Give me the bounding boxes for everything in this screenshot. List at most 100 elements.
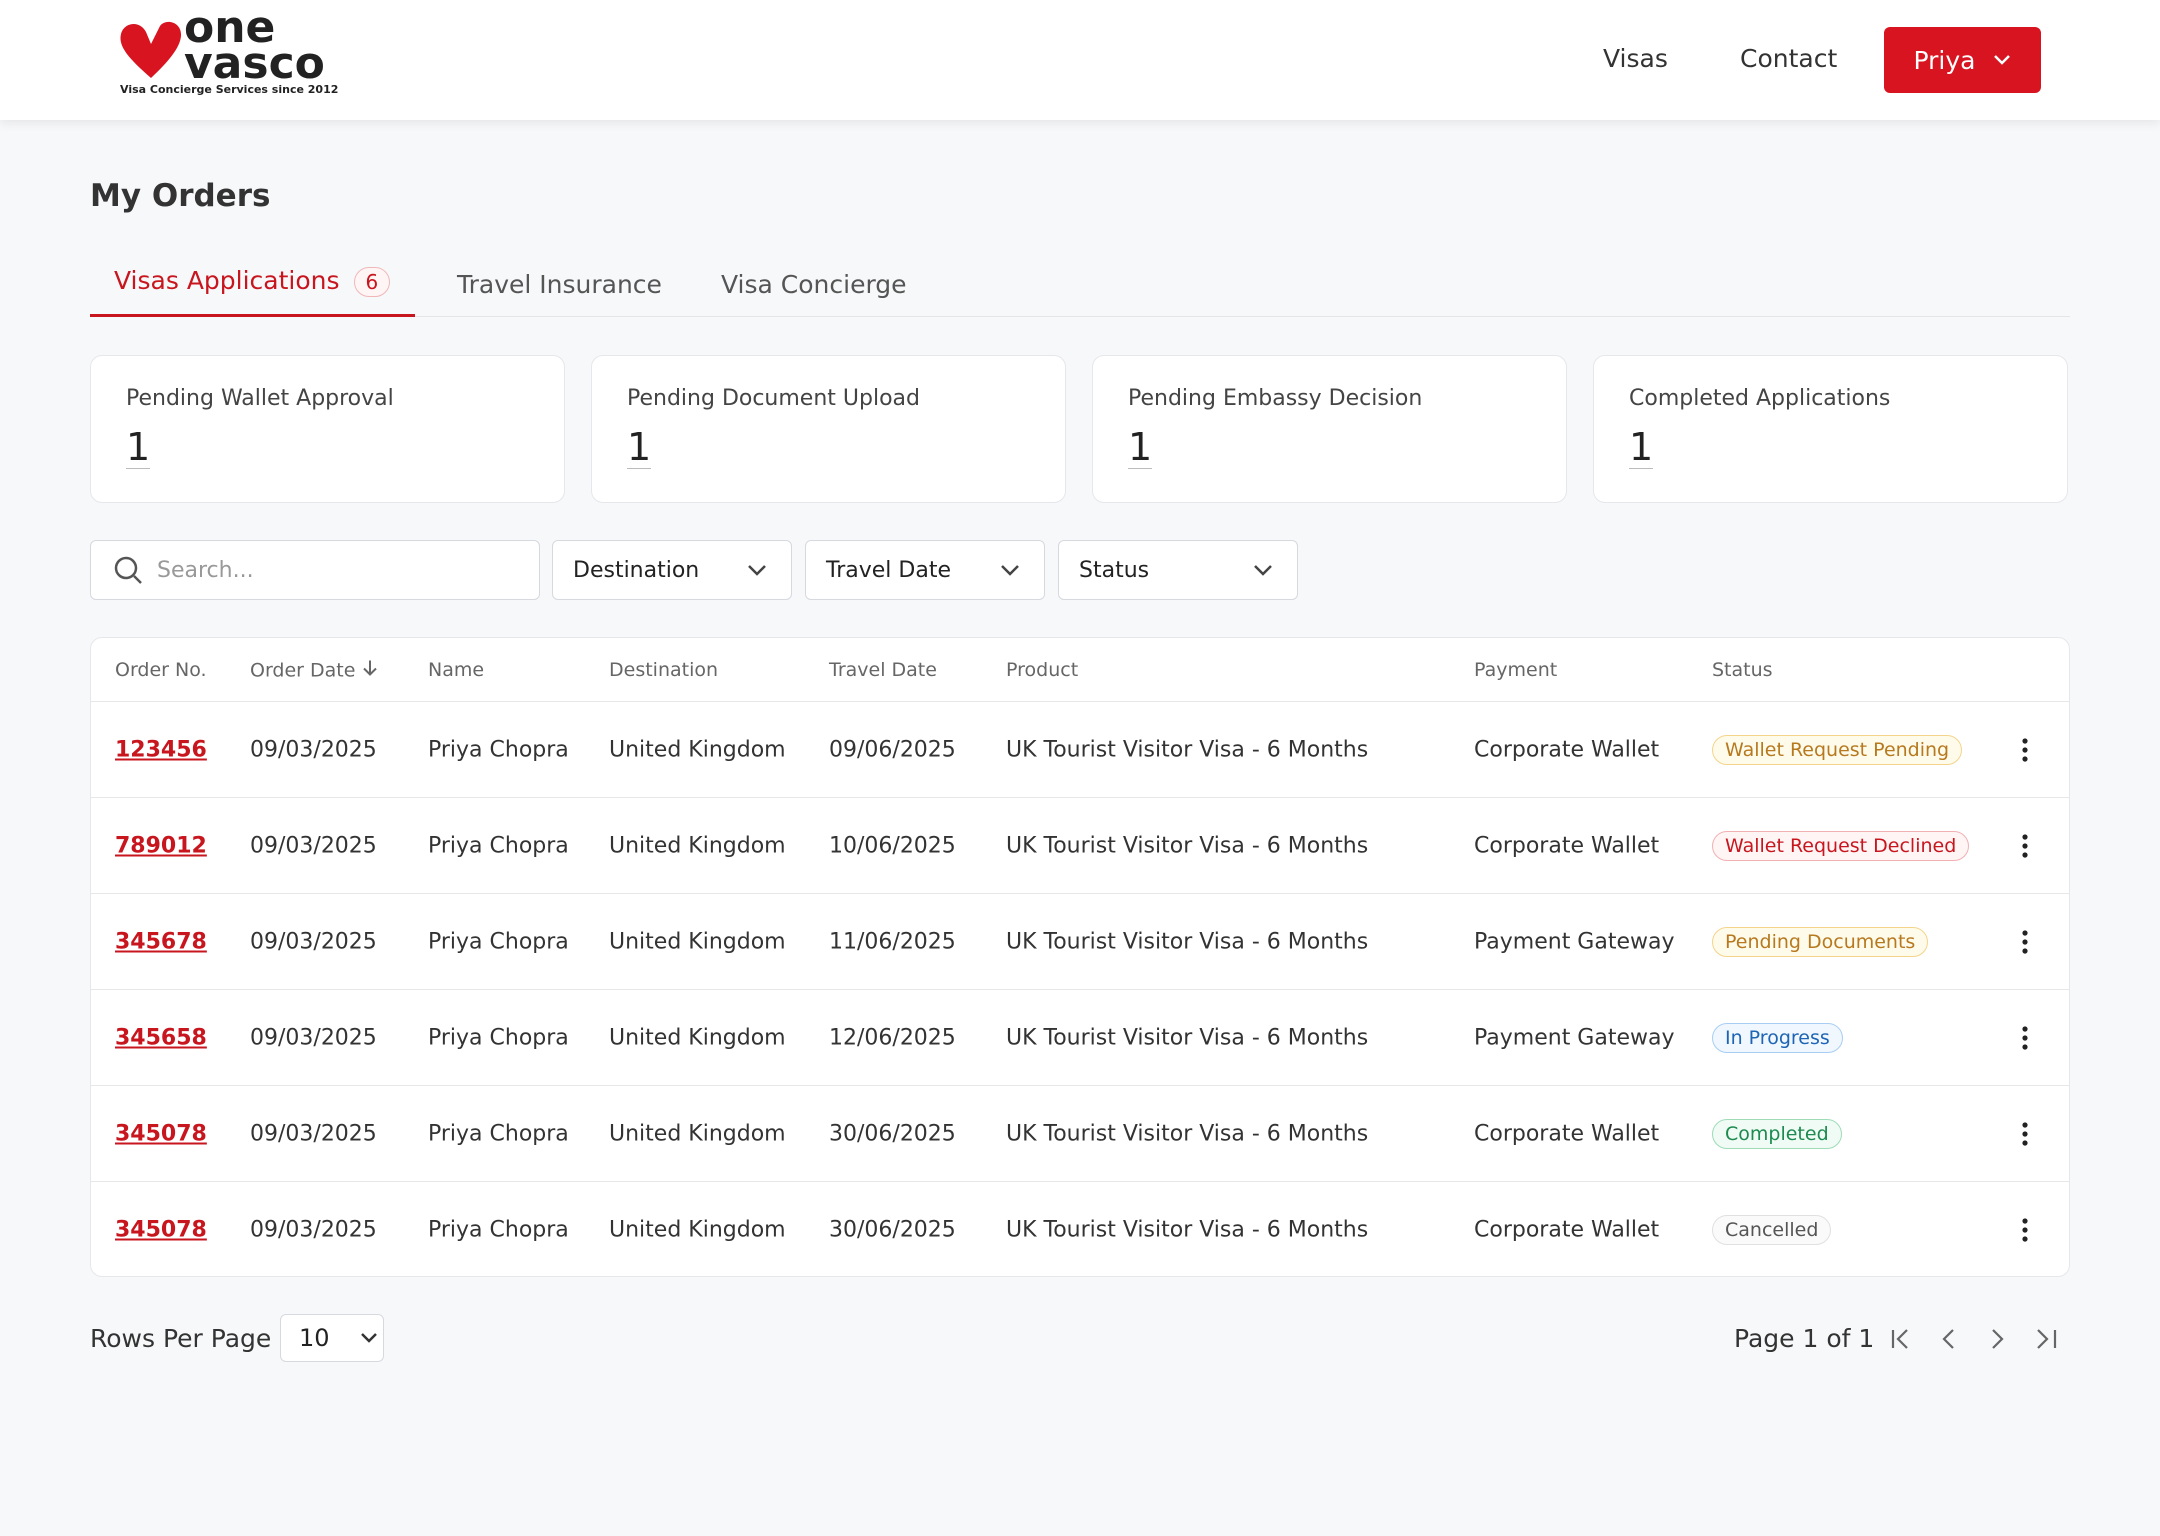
column-header: Order Date (250, 658, 378, 681)
order-link[interactable]: 345078 (115, 1217, 207, 1243)
table-cell: UK Tourist Visitor Visa - 6 Months (1006, 1025, 1369, 1050)
filter-label: Destination (573, 557, 700, 583)
table-row: 345078 09/03/2025 Priya Chopra United Kingd… (91, 1086, 2069, 1182)
card-label: Pending Embassy Decision (1128, 386, 1423, 411)
tab-label: Visas Applications (114, 266, 340, 295)
table-cell: 09/03/2025 (250, 1025, 377, 1050)
logo-text: one vasco (184, 2, 325, 86)
chevron (1254, 565, 1272, 576)
chevron (748, 565, 766, 576)
top-bar: one vasco Visa Concierge Services since … (0, 0, 2160, 120)
summary-card: Pending Embassy Decision 1 (1092, 355, 1567, 503)
first-page[interactable] (1891, 1329, 1908, 1349)
order-link[interactable]: 789012 (115, 833, 207, 858)
order-link[interactable]: 123456 (115, 737, 207, 762)
table-cell: UK Tourist Visitor Visa - 6 Months (1006, 833, 1369, 858)
filter-dropdown[interactable]: Status (1058, 540, 1298, 600)
order-link[interactable]: 345078 (115, 1121, 207, 1146)
tab-indicator (90, 314, 415, 317)
table-cell: 10/06/2025 (829, 833, 956, 858)
table-row: 345078 09/03/2025 Priya Chopra United Kingd… (91, 1182, 2069, 1276)
chevron (1001, 565, 1019, 576)
prev-page[interactable] (1942, 1329, 1954, 1349)
summary-card: Completed Applications 1 (1593, 355, 2068, 503)
row-menu[interactable] (2021, 737, 2029, 763)
table-row: 345658 09/03/2025 Priya Chopra United Kingd… (91, 990, 2069, 1086)
rows-per-page-label: Rows Per Page (90, 1324, 272, 1353)
table-cell: 09/03/2025 (250, 737, 377, 762)
rows-per-page-value: 10 (299, 1324, 330, 1352)
card-label: Completed Applications (1629, 386, 1891, 411)
table-cell: 09/03/2025 (250, 1217, 377, 1243)
row-menu[interactable] (2021, 929, 2029, 955)
table-cell: Corporate Wallet (1474, 833, 1660, 858)
table-cell: Corporate Wallet (1474, 1217, 1660, 1243)
status-cell: Wallet Request Declined (1712, 830, 1970, 861)
status-cell: Completed (1712, 1118, 1842, 1149)
chevron (1994, 55, 2011, 65)
status-badge: Cancelled (1712, 1215, 1832, 1245)
card-value: 1 (1128, 425, 1153, 469)
tab[interactable]: Visa Concierge (721, 270, 907, 299)
table-cell: United Kingdom (609, 1217, 786, 1243)
table-cell: Corporate Wallet (1474, 1121, 1660, 1146)
table-row: 789012 09/03/2025 Priya Chopra United Kingd… (91, 798, 2069, 894)
logo-line: one (184, 2, 276, 53)
table-cell: United Kingdom (609, 1121, 786, 1146)
table-cell: 11/06/2025 (829, 929, 956, 954)
table-cell: United Kingdom (609, 833, 786, 858)
table-cell: United Kingdom (609, 1025, 786, 1050)
tab[interactable]: Visas Applications 6 (114, 266, 391, 297)
status-badge: Wallet Request Pending (1712, 734, 1963, 765)
row-menu[interactable] (2021, 833, 2029, 859)
status-badge: In Progress (1712, 1022, 1843, 1053)
table-cell: Priya Chopra (428, 929, 569, 954)
card-value: 1 (126, 425, 151, 469)
column-header: Destination (609, 658, 719, 681)
row-menu[interactable] (2021, 1025, 2029, 1051)
order-link[interactable]: 345658 (115, 1025, 207, 1050)
order-link[interactable]: 345678 (115, 929, 207, 954)
rows-per-page-select[interactable]: 10 (280, 1314, 384, 1362)
table-cell: United Kingdom (609, 737, 786, 762)
search-placeholder: Search... (157, 557, 254, 583)
table-cell: UK Tourist Visitor Visa - 6 Months (1006, 737, 1369, 762)
tab[interactable]: Travel Insurance (457, 270, 662, 299)
row-menu[interactable] (2021, 1217, 2029, 1243)
table-row: 123456 09/03/2025 Priya Chopra United Kingd… (91, 702, 2069, 798)
card-value: 1 (1629, 425, 1654, 469)
table-cell: Priya Chopra (428, 1025, 569, 1050)
table-cell: 09/03/2025 (250, 1121, 377, 1146)
filter-dropdown[interactable]: Travel Date (805, 540, 1045, 600)
table-cell: Priya Chopra (428, 1121, 569, 1146)
summary-card: Pending Document Upload 1 (591, 355, 1066, 503)
table-cell: 09/03/2025 (250, 929, 377, 954)
search-box[interactable]: Search... (90, 540, 540, 600)
row-menu[interactable] (2021, 1121, 2029, 1147)
search-icon (114, 556, 142, 584)
last-page[interactable] (2037, 1329, 2057, 1349)
status-cell: In Progress (1712, 1022, 1843, 1053)
table-row: 345678 09/03/2025 Priya Chopra United Kingd… (91, 894, 2069, 990)
card-label: Pending Document Upload (627, 386, 920, 411)
status-badge: Completed (1712, 1118, 1842, 1149)
status-cell: Pending Documents (1712, 926, 1929, 957)
table-cell: Payment Gateway (1474, 929, 1675, 954)
nav-link[interactable]: Visas (1603, 44, 1668, 73)
user-name: Priya (1913, 45, 1976, 75)
table-cell: 09/03/2025 (250, 833, 377, 858)
table-cell: UK Tourist Visitor Visa - 6 Months (1006, 929, 1369, 954)
table-cell: 09/06/2025 (829, 737, 956, 762)
tab-rule (90, 316, 2070, 317)
status-cell: Cancelled (1712, 1215, 1832, 1245)
table-cell: Corporate Wallet (1474, 737, 1660, 762)
filter-dropdown[interactable]: Destination (552, 540, 792, 600)
sort-icon[interactable] (362, 658, 378, 676)
table-cell: 30/06/2025 (829, 1121, 956, 1146)
user-menu[interactable]: Priya (1884, 27, 2041, 93)
nav-link[interactable]: Contact (1740, 44, 1838, 73)
next-page[interactable] (1992, 1329, 2004, 1349)
column-header: Payment (1474, 658, 1558, 681)
